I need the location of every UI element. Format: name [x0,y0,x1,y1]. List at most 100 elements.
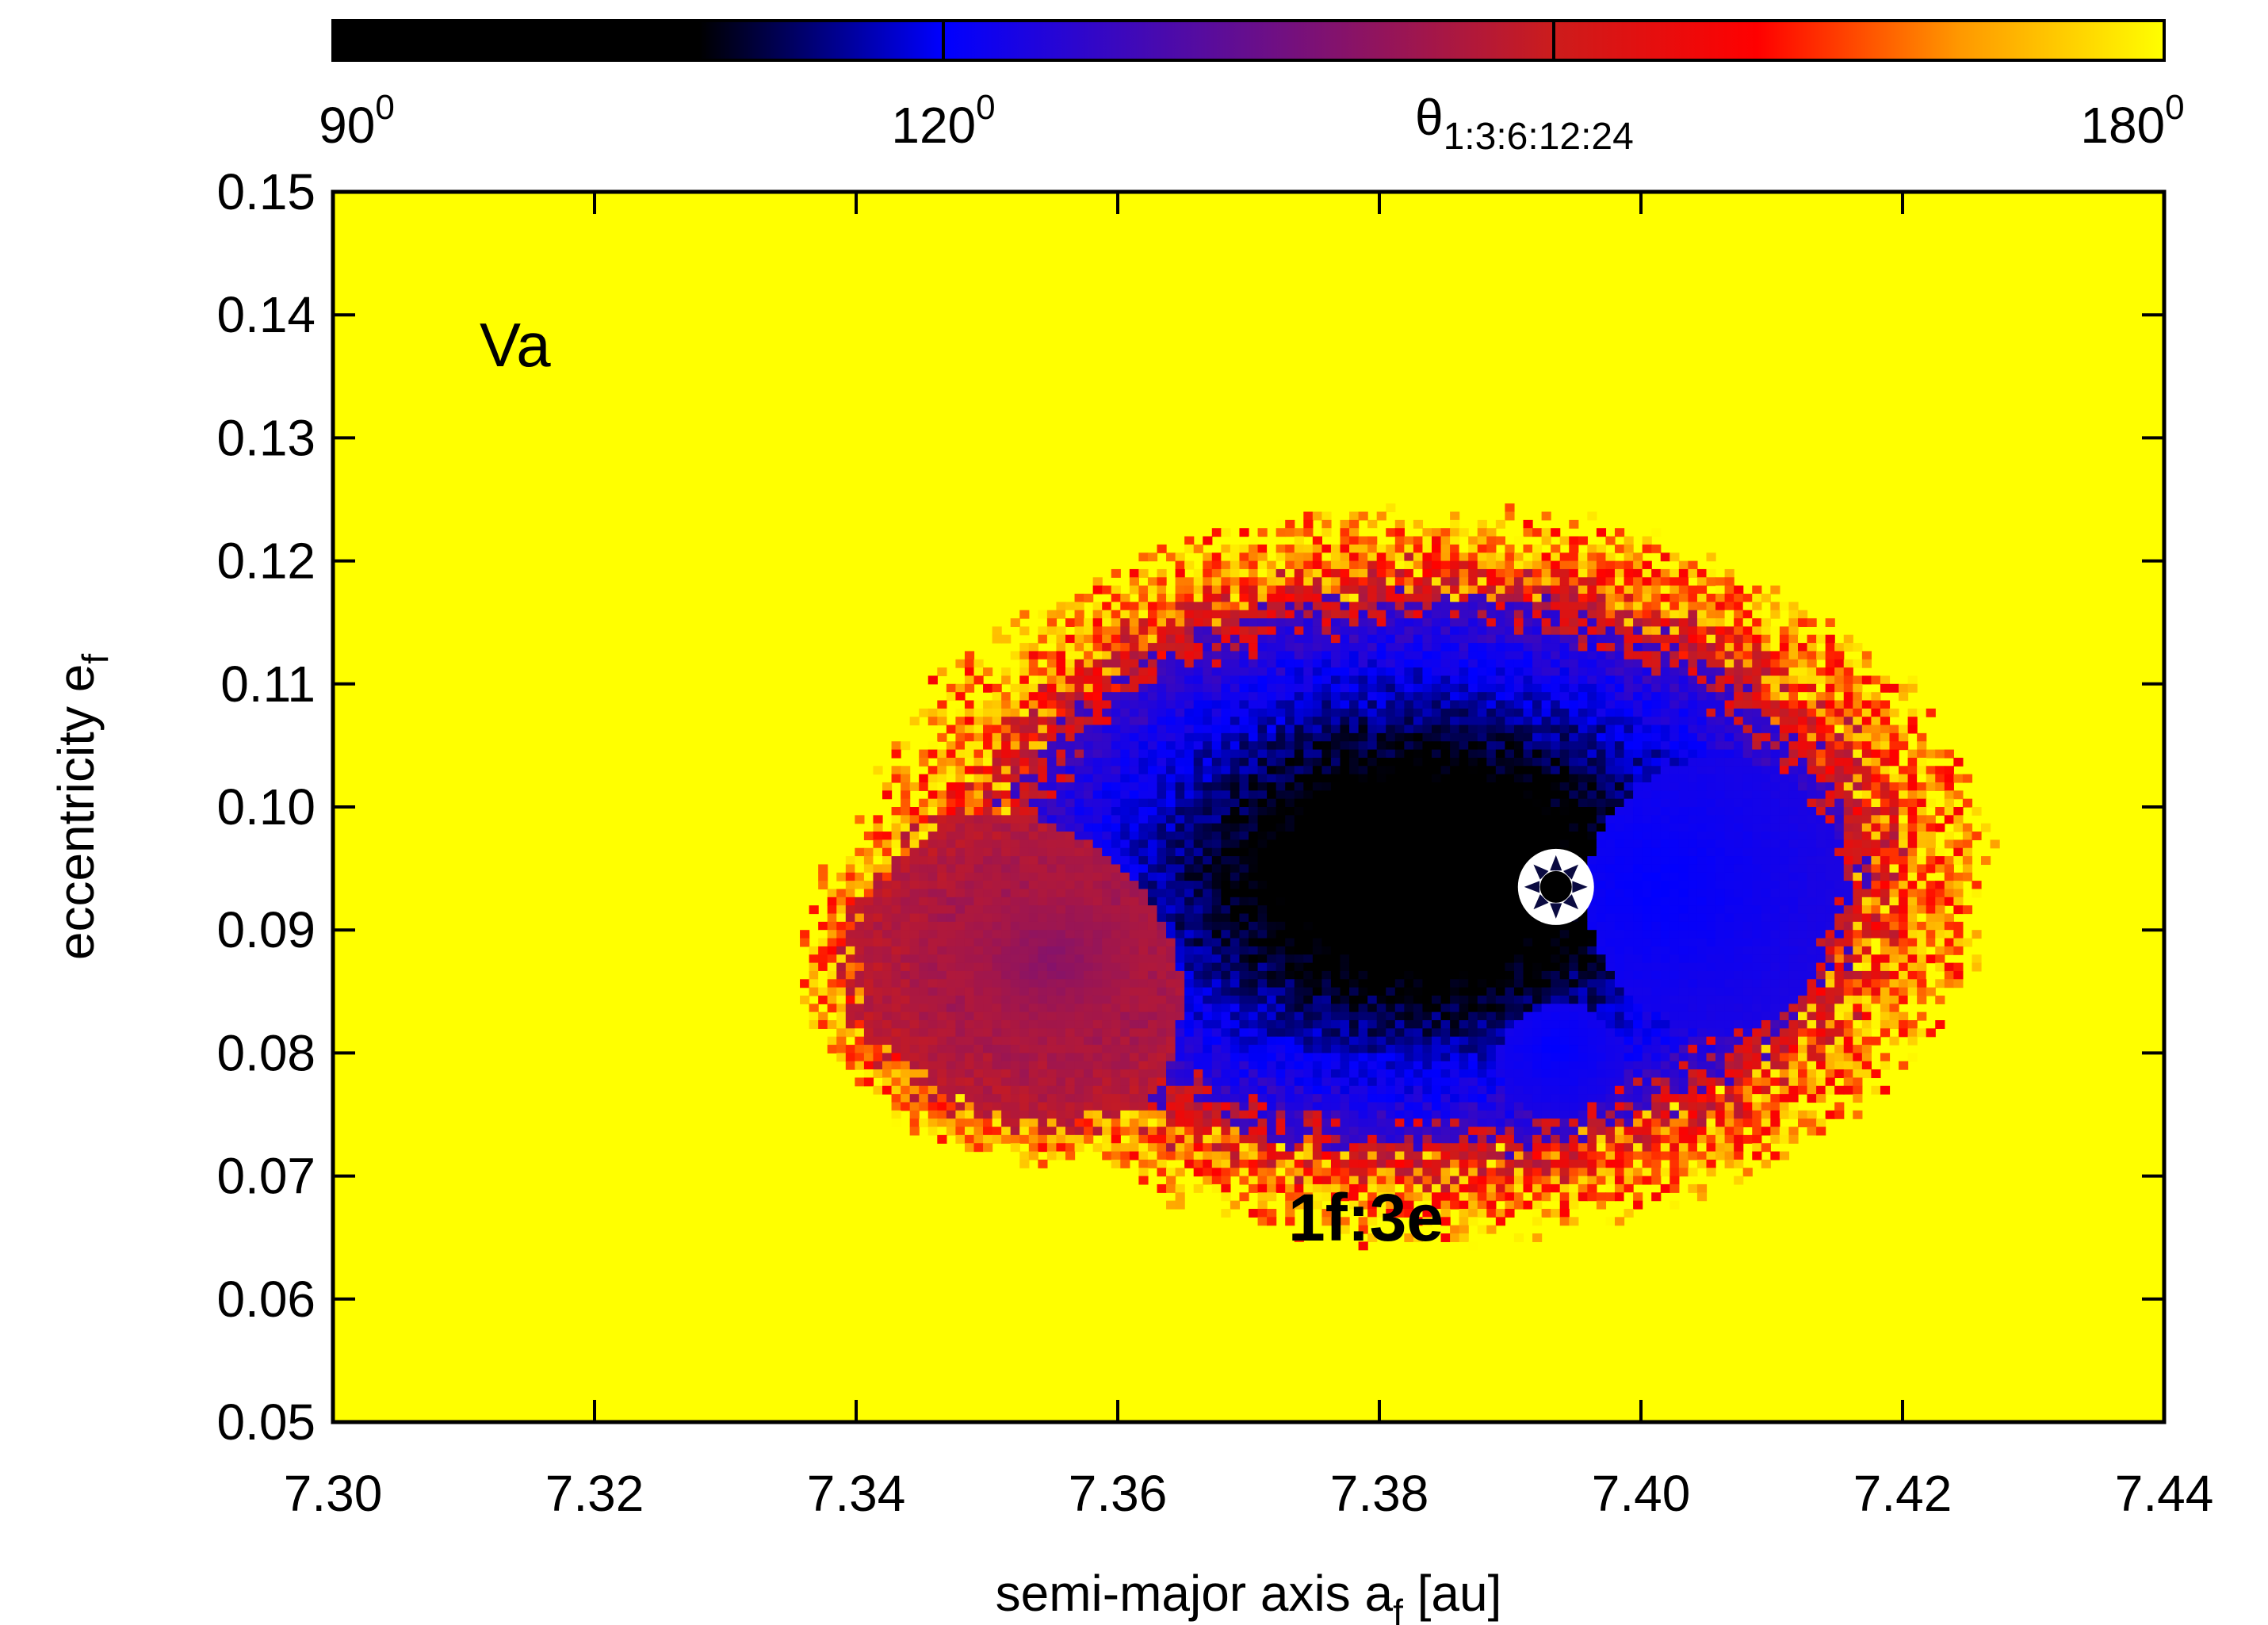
heatmap-cell [1267,815,1277,824]
heatmap-cell [1788,889,1799,898]
heatmap-cell [1321,651,1332,660]
heatmap-cell [1184,634,1195,644]
heatmap-cell [937,897,947,906]
heatmap-cell [1459,585,1469,595]
heatmap-cell [1175,675,1185,685]
heatmap-cell [1221,766,1231,775]
heatmap-cell [1770,683,1780,693]
heatmap-cell [1092,708,1103,717]
heatmap-cell [1569,683,1579,693]
heatmap-cell [955,872,966,881]
heatmap-cell [1706,782,1716,791]
heatmap-cell [1532,732,1543,742]
heatmap-cell [1019,610,1030,619]
heatmap-cell [1678,667,1689,677]
heatmap-cell [1065,839,1076,849]
heatmap-cell [1349,552,1360,562]
heatmap-cell [1404,692,1414,702]
heatmap-cell [1495,782,1505,791]
heatmap-cell [1450,626,1460,636]
heatmap-cell [1294,610,1304,619]
heatmap-cell [1853,930,1863,939]
heatmap-cell [1688,815,1698,824]
heatmap-cell [1779,881,1790,890]
heatmap-cell [1249,930,1259,939]
heatmap-cell [1147,700,1158,709]
heatmap-cell [1239,872,1249,881]
heatmap-cell [946,741,956,751]
heatmap-cell [946,872,956,881]
heatmap-cell [1871,782,1881,791]
heatmap-cell [1285,568,1295,578]
heatmap-cell [1715,832,1726,840]
heatmap-cell [1267,667,1277,677]
heatmap-cell [1394,667,1405,677]
heatmap-cell [1257,766,1268,775]
heatmap-cell [1779,782,1790,791]
heatmap-cell [1807,659,1817,668]
heatmap-cell [1239,766,1249,775]
heatmap-cell [1276,839,1286,849]
heatmap-cell [1559,659,1570,668]
heatmap-cell [1249,798,1259,808]
heatmap-cell [927,905,938,915]
heatmap-cell [1157,905,1167,915]
heatmap-cell [1303,823,1314,832]
heatmap-cell [937,749,947,759]
heatmap-cell [973,741,984,751]
heatmap-cell [1642,921,1652,931]
heatmap-cell [1834,782,1845,791]
heatmap-cell [1587,634,1597,644]
heatmap-cell [1486,839,1497,849]
heatmap-cell [1038,823,1048,832]
heatmap-cell [1551,544,1561,553]
heatmap-cell [946,897,956,906]
heatmap-cell [1010,790,1020,800]
heatmap-cell [1440,725,1451,734]
heatmap-cell [1092,675,1103,685]
heatmap-cell [1816,832,1826,840]
heatmap-cell [1523,741,1533,751]
heatmap-cell [1157,610,1167,619]
heatmap-cell [1349,643,1360,652]
heatmap-cell [1276,897,1286,906]
heatmap-cell [1019,725,1030,734]
heatmap-cell [1440,856,1451,866]
heatmap-cell [1523,585,1533,595]
heatmap-cell [1678,864,1689,874]
heatmap-cell [1367,897,1378,906]
heatmap-cell [1688,593,1698,602]
heatmap-cell [1642,741,1652,751]
heatmap-cell [1084,807,1094,816]
heatmap-cell [946,725,956,734]
heatmap-cell [1596,889,1607,898]
heatmap-cell [1001,757,1012,767]
heatmap-cell [1294,568,1304,578]
heatmap-cell [1706,667,1716,677]
heatmap-cell [1294,897,1304,906]
heatmap-cell [1633,815,1643,824]
heatmap-cell [1211,905,1222,915]
heatmap-cell [1074,921,1084,931]
heatmap-cell [1450,585,1460,595]
heatmap-cell [1450,536,1460,545]
heatmap-cell [1084,913,1094,923]
heatmap-cell [1249,659,1259,668]
heatmap-cell [1239,544,1249,553]
heatmap-cell [1523,519,1533,529]
heatmap-cell [1120,766,1130,775]
heatmap-cell [1239,634,1249,644]
heatmap-cell [1541,643,1551,652]
heatmap-cell [937,782,947,791]
heatmap-cell [1102,626,1112,636]
heatmap-cell [1899,930,1909,939]
heatmap-cell [1276,725,1286,734]
heatmap-cell [1349,692,1360,702]
heatmap-cell [1853,790,1863,800]
heatmap-cell [1660,749,1670,759]
heatmap-cell [1816,634,1826,644]
heatmap-cell [1367,930,1378,939]
heatmap-cell [964,832,975,840]
heatmap-cell [1779,634,1790,644]
heatmap-cell [1899,815,1909,824]
